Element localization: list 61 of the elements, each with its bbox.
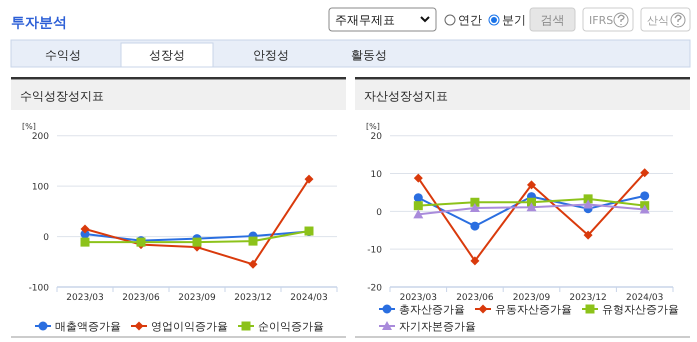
point: [583, 200, 594, 209]
legend-label: 순이익증가율: [258, 320, 324, 333]
y-tick-label: 0: [376, 208, 382, 218]
x-tick-label: 2023/03: [66, 293, 104, 303]
x-tick-label: 2023/06: [456, 293, 494, 303]
legend-label: 총자산증가율: [399, 303, 465, 316]
text: 산식: [647, 14, 669, 27]
point: [526, 202, 536, 212]
point: [470, 256, 480, 266]
legend-label: 매출액증가율: [55, 320, 121, 333]
y-tick-label: 20: [370, 132, 382, 142]
text: 안정성: [253, 48, 289, 62]
x-tick-label: 2023/09: [512, 293, 550, 303]
chart-title: 수익성장성지표: [20, 89, 104, 103]
y-tick-label: 200: [32, 132, 50, 142]
x-tick-label: 2023/12: [569, 293, 607, 303]
text: 투자분석: [11, 15, 67, 31]
point: [304, 174, 314, 184]
x-tick-label: 2024/03: [290, 293, 328, 303]
y-axis-title: [%]: [22, 122, 36, 131]
y-tick-label: 0: [43, 233, 50, 244]
y-tick-label: 100: [32, 182, 50, 193]
text: 분기: [502, 13, 526, 27]
legend-label: 영업이익증가율: [151, 320, 228, 333]
point: [640, 191, 650, 200]
point: [248, 236, 258, 246]
text: 검색: [540, 13, 564, 27]
y-axis-title: [%]: [366, 122, 380, 131]
x-tick-label: 2024/03: [626, 293, 664, 303]
point: [414, 174, 423, 183]
y-tick-label: -100: [28, 284, 50, 294]
legend-label: 유형자산증가율: [602, 303, 679, 316]
point: [527, 180, 536, 190]
text: 활동성: [351, 48, 387, 62]
point: [640, 168, 650, 178]
point: [640, 204, 650, 214]
point: [470, 202, 480, 212]
point: [80, 224, 90, 234]
point: [80, 238, 90, 247]
point: [192, 238, 202, 247]
x-tick-label: 2023/06: [122, 293, 160, 303]
text: 주재무제표: [335, 13, 395, 27]
text: 연간: [458, 13, 482, 27]
legend-label: 자기자본증가율: [399, 320, 476, 333]
point: [414, 193, 423, 202]
text: IFRS: [589, 14, 614, 27]
x-tick-label: 2023/03: [400, 293, 437, 303]
point: [414, 201, 423, 210]
point: [470, 222, 480, 231]
y-tick-label: 10: [370, 170, 382, 180]
chart-title: 자산성장성지표: [364, 89, 448, 103]
x-tick-label: 2023/09: [178, 293, 216, 303]
y-tick-label: -20: [367, 284, 382, 294]
y-tick-label: -10: [367, 246, 382, 256]
point: [584, 230, 593, 240]
text: 성장성: [149, 48, 185, 62]
point: [248, 260, 258, 269]
legend-label: 유동자산증가율: [495, 303, 572, 316]
point: [413, 209, 424, 218]
text: 수익성: [45, 48, 81, 62]
x-tick-label: 2023/12: [234, 293, 272, 303]
